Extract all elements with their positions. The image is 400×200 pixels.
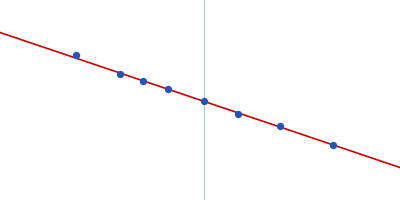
Point <box>235 112 241 115</box>
Point <box>140 79 146 82</box>
Point <box>330 143 336 147</box>
Point <box>73 54 79 57</box>
Point <box>201 100 207 103</box>
Point <box>164 87 171 91</box>
Point <box>117 72 123 75</box>
Point <box>277 124 283 128</box>
